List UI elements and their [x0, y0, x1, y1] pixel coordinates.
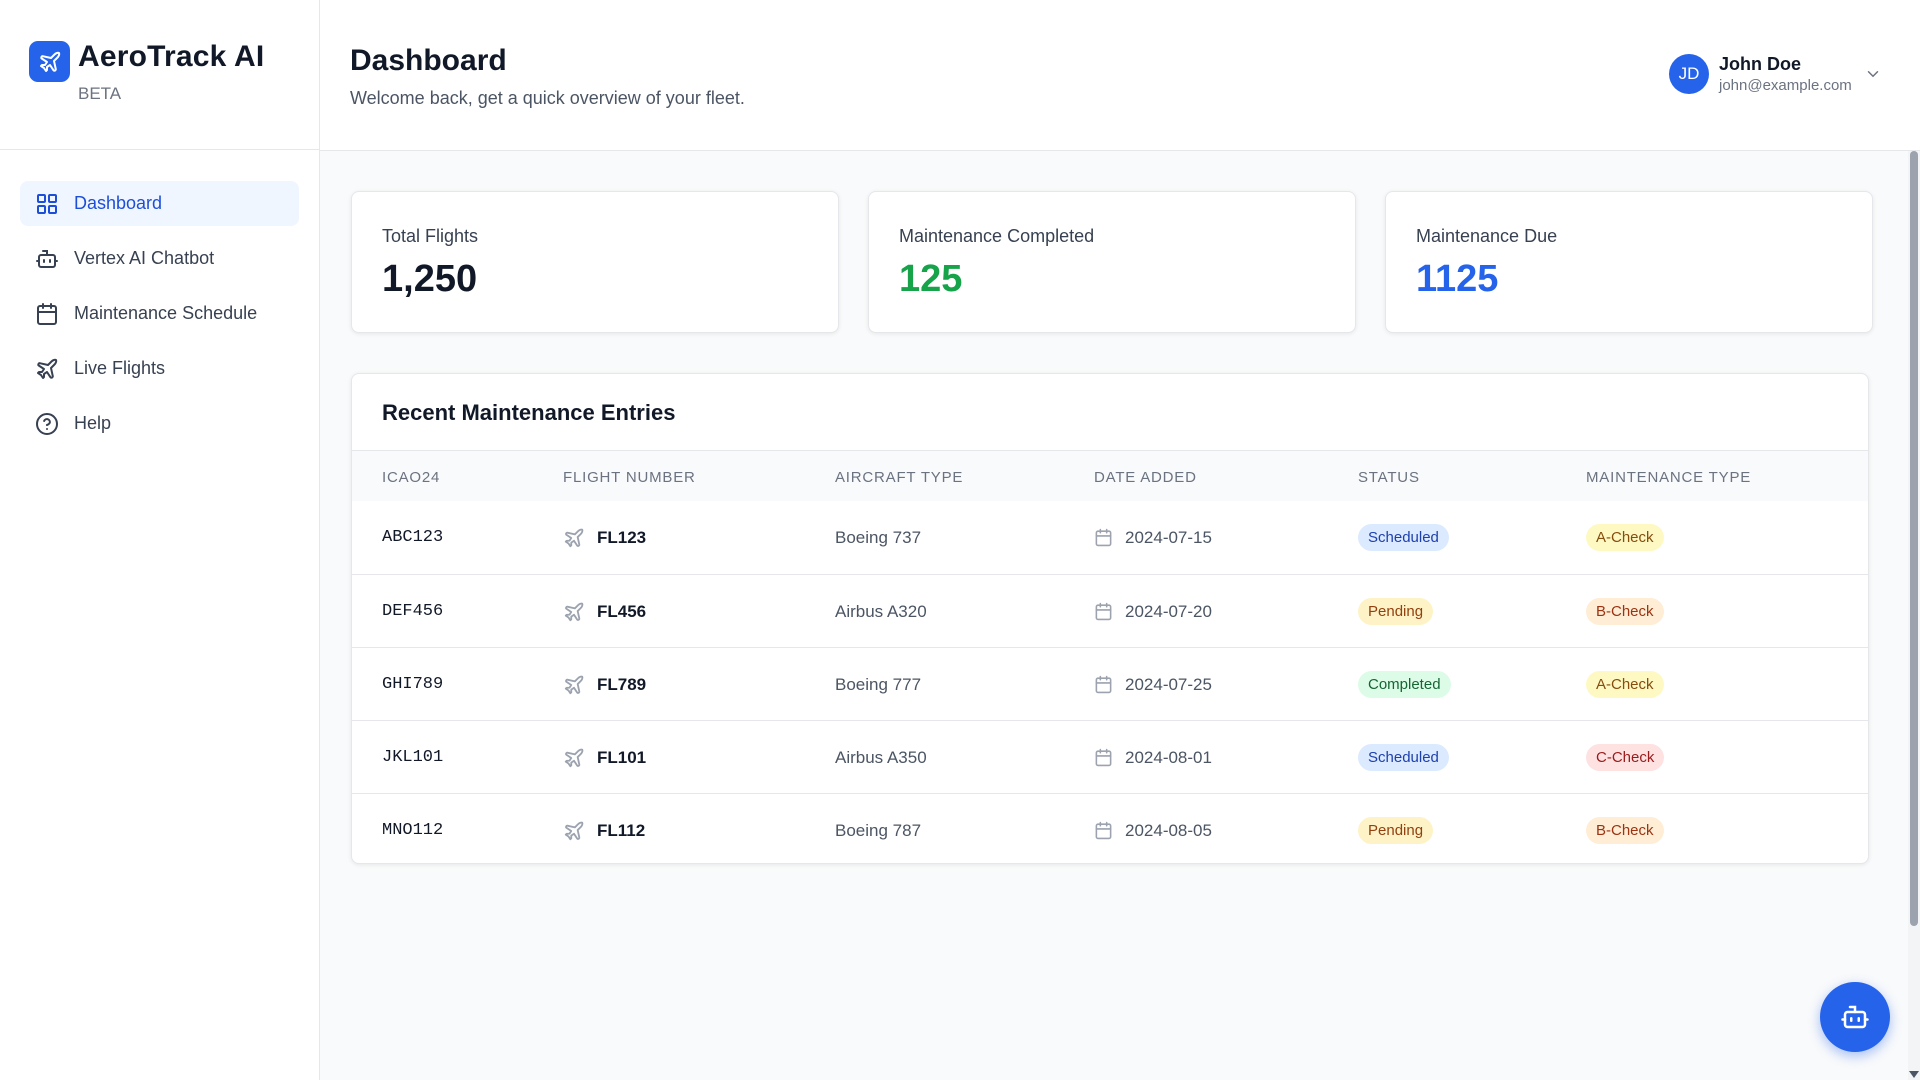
calendar-icon: [37, 302, 57, 325]
help-circle-icon: [36, 412, 58, 435]
sidebar-item-label: Dashboard: [74, 193, 163, 213]
calendar-icon: [1095, 821, 1112, 840]
plane-icon: [564, 821, 584, 840]
column-header-icao24: ICAO24: [382, 469, 441, 486]
flight-number-cell: FL101: [597, 747, 647, 767]
scroll-down-arrow-icon[interactable]: [1909, 1071, 1919, 1078]
calendar-icon: [1095, 675, 1112, 694]
stat-value: 1125: [1416, 258, 1499, 300]
column-header-aircraft-type: Aircraft Type: [835, 469, 964, 486]
column-header-flight-number: Flight Number: [563, 469, 696, 486]
maintenance-type-badge: A-Check: [1586, 524, 1664, 551]
table-row[interactable]: JKL101 FL101 Airbus A350 2024-08-01 Schedule…: [352, 720, 1868, 793]
status-badge: Scheduled: [1358, 744, 1449, 771]
status-badge: Completed: [1358, 671, 1451, 698]
date-added-cell: 2024-07-15: [1125, 527, 1212, 547]
aircraft-type-cell: Airbus A320: [835, 601, 927, 621]
sidebar-item-dashboard[interactable]: Dashboard: [20, 181, 299, 226]
calendar-icon: [1095, 602, 1112, 621]
calendar-icon: [1095, 528, 1112, 547]
sidebar-item-vertex-ai-chatbot[interactable]: Vertex AI Chatbot: [20, 236, 299, 281]
column-header-maintenance-type: Maintenance Type: [1586, 469, 1752, 486]
scrollbar-thumb[interactable]: [1910, 151, 1918, 926]
sidebar-item-label: Vertex AI Chatbot: [74, 248, 215, 268]
vertical-scrollbar[interactable]: [1908, 151, 1920, 1080]
column-header-status: Status: [1358, 469, 1420, 486]
maintenance-type-badge: A-Check: [1586, 671, 1664, 698]
table-row[interactable]: MNO112 FL112 Boeing 787 2024-08-05 Pending B-…: [352, 793, 1868, 863]
status-badge: Scheduled: [1358, 524, 1449, 551]
flight-number-cell: FL456: [597, 601, 647, 621]
sidebar-item-label: Live Flights: [74, 358, 166, 378]
date-added-cell: 2024-07-20: [1125, 601, 1212, 621]
user-email: john@example.com: [1719, 77, 1852, 94]
date-added-cell: 2024-08-01: [1125, 747, 1212, 767]
sidebar-item-label: Maintenance Schedule: [74, 303, 258, 323]
sidebar-item-live-flights[interactable]: Live Flights: [20, 346, 299, 391]
stat-value: 125: [899, 258, 963, 300]
aircraft-type-cell: Airbus A350: [835, 747, 927, 767]
table-title: Recent Maintenance Entries: [382, 400, 676, 425]
maintenance-type-badge: B-Check: [1586, 598, 1664, 625]
bot-icon: [1841, 1005, 1869, 1029]
flight-number-cell: FL123: [597, 527, 647, 547]
grid-icon: [37, 193, 57, 214]
plane-icon: [37, 358, 58, 379]
plane-icon: [564, 675, 584, 694]
chevron-down-icon[interactable]: [1864, 65, 1882, 83]
date-added-cell: 2024-08-05: [1125, 820, 1212, 840]
page-title: Dashboard: [350, 44, 507, 77]
user-name: John Doe: [1719, 54, 1802, 74]
icao24-cell: DEF456: [382, 602, 444, 621]
maintenance-table-card: Recent Maintenance Entries ICAO24 Flight…: [351, 373, 1869, 864]
icao24-cell: MNO112: [382, 821, 444, 840]
stat-value: 1,250: [382, 258, 478, 300]
avatar: JD: [1669, 54, 1709, 94]
plane-icon: [564, 748, 584, 767]
user-menu[interactable]: JD John Doe john@example.com: [1669, 54, 1882, 94]
aircraft-type-cell: Boeing 737: [835, 527, 922, 547]
date-added-cell: 2024-07-25: [1125, 674, 1212, 694]
stat-card-maintenance-completed: Maintenance Completed 125: [868, 191, 1356, 333]
icao24-cell: GHI789: [382, 675, 444, 694]
brand: AeroTrack AI BETA: [0, 0, 319, 150]
table-header: ICAO24 Flight Number Aircraft Type Date …: [352, 450, 1868, 501]
sidebar-item-maintenance-schedule[interactable]: Maintenance Schedule: [20, 291, 299, 336]
brand-name: AeroTrack AI: [78, 39, 265, 73]
plane-icon: [564, 602, 584, 621]
chatbot-fab-button[interactable]: [1820, 982, 1890, 1052]
icao24-cell: JKL101: [382, 748, 444, 767]
status-badge: Pending: [1358, 598, 1434, 625]
main-content: Total Flights 1,250 Maintenance Complete…: [321, 151, 1908, 1080]
sidebar-item-help[interactable]: Help: [20, 401, 299, 446]
calendar-icon: [1095, 748, 1112, 767]
sidebar: AeroTrack AI BETA Dashboard Vertex AI Ch…: [0, 0, 320, 1080]
bot-icon: [36, 249, 58, 268]
icao24-cell: ABC123: [382, 528, 444, 547]
aircraft-type-cell: Boeing 787: [835, 820, 922, 840]
aircraft-type-cell: Boeing 777: [835, 674, 922, 694]
stat-label: Total Flights: [382, 226, 479, 246]
stat-card-total-flights: Total Flights 1,250: [351, 191, 839, 333]
sidebar-item-label: Help: [74, 413, 112, 433]
beta-badge: BETA: [78, 83, 122, 103]
stat-card-maintenance-due: Maintenance Due 1125: [1385, 191, 1873, 333]
table-row[interactable]: GHI789 FL789 Boeing 777 2024-07-25 Completed…: [352, 647, 1868, 720]
status-badge: Pending: [1358, 817, 1434, 844]
header: Dashboard Welcome back, get a quick over…: [320, 0, 1920, 151]
maintenance-type-badge: B-Check: [1586, 817, 1664, 844]
flight-number-cell: FL789: [597, 674, 647, 694]
page-subtitle: Welcome back, get a quick overview of yo…: [350, 88, 745, 108]
plane-icon: [564, 528, 584, 547]
stat-label: Maintenance Completed: [899, 226, 1095, 246]
stat-label: Maintenance Due: [1416, 226, 1558, 246]
sidebar-nav: Dashboard Vertex AI Chatbot Maintenance …: [0, 150, 319, 487]
maintenance-type-badge: C-Check: [1586, 744, 1665, 771]
table-row[interactable]: DEF456 FL456 Airbus A320 2024-07-20 Pending B…: [352, 574, 1868, 647]
column-header-date-added: Date Added: [1094, 469, 1197, 486]
flight-number-cell: FL112: [597, 820, 646, 840]
table-row[interactable]: ABC123 FL123 Boeing 737 2024-07-15 Scheduled…: [352, 501, 1868, 574]
plane-logo-icon: [29, 41, 70, 82]
